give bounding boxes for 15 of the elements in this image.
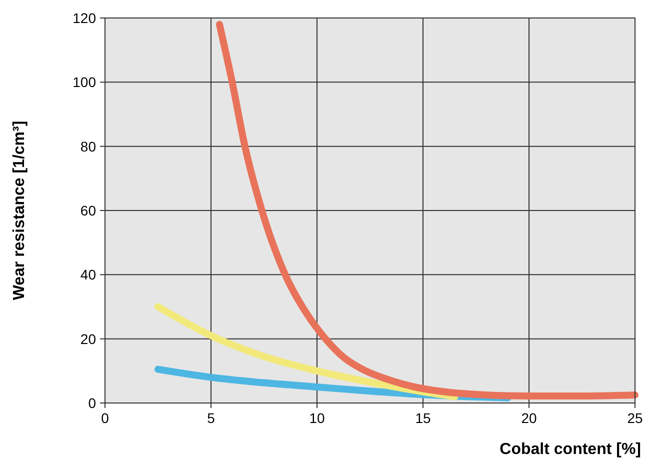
y-tick-label: 60: [80, 202, 96, 218]
y-tick-label: 20: [80, 330, 96, 347]
y-tick-label: 80: [80, 138, 96, 154]
x-tick-label: 5: [207, 410, 216, 426]
x-axis-title: Cobalt content [%]: [500, 441, 641, 458]
x-tick-label: 15: [415, 410, 431, 426]
x-tick-label: 20: [521, 410, 537, 426]
y-axis-title: Wear resistance [1/cm³]: [11, 120, 28, 300]
y-tick-label: 100: [72, 74, 96, 90]
x-tick-label: 25: [627, 410, 643, 426]
x-tick-label: 10: [309, 410, 325, 426]
y-tick-label: 40: [80, 266, 96, 283]
x-tick-label: 0: [101, 410, 110, 426]
y-tick-label: 0: [88, 395, 96, 411]
y-tick-label: 120: [72, 10, 96, 26]
